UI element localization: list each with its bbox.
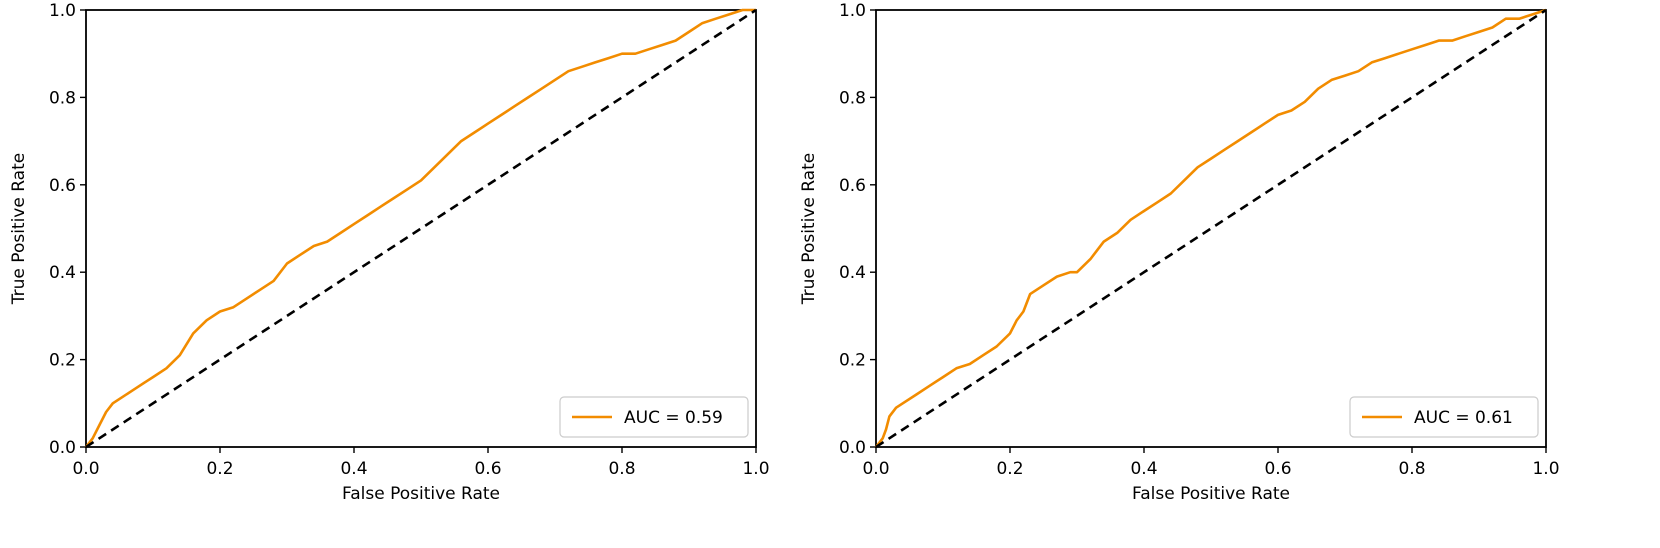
- y-tick-label: 1.0: [839, 1, 866, 21]
- x-tick-label: 0.0: [862, 459, 889, 479]
- x-tick-label: 1.0: [1532, 459, 1559, 479]
- y-tick-label: 1.0: [49, 1, 76, 21]
- x-tick-label: 0.6: [1264, 459, 1291, 479]
- y-tick-label: 0.4: [49, 263, 76, 283]
- y-tick-label: 0.0: [49, 438, 76, 458]
- legend-box: [559, 396, 749, 438]
- x-tick-label: 0.4: [340, 459, 367, 479]
- x-axis-label: False Positive Rate: [1132, 484, 1290, 504]
- roc-chart-2: 0.0 0.2 0.4 0.6 0.8 1.0 0.0 0.2 0.4 0.6 0.8 1.0 Fals…: [799, 1, 1560, 504]
- y-axis-label: True Positive Rate: [9, 153, 29, 305]
- x-tick-label: 0.2: [206, 459, 233, 479]
- x-tick-label: 0.8: [608, 459, 635, 479]
- roc-curve: [874, 8, 1547, 448]
- legend: AUC = 0.59: [559, 396, 749, 438]
- y-tick-label: 0.0: [839, 438, 866, 458]
- y-axis-label: True Positive Rate: [799, 153, 819, 305]
- y-tick-label: 0.2: [839, 351, 866, 371]
- y-tick-label: 0.2: [49, 351, 76, 371]
- y-tick-label: 0.4: [839, 263, 866, 283]
- legend-label: AUC = 0.61: [1414, 408, 1513, 428]
- chance-diagonal-line: [875, 8, 1547, 449]
- x-tick-label: 0.8: [1398, 459, 1425, 479]
- x-tick-label: 0.4: [1130, 459, 1157, 479]
- x-tick-label: 0.6: [474, 459, 501, 479]
- legend-box: [1349, 396, 1539, 438]
- plot-frame: [85, 9, 757, 448]
- chance-diagonal-line: [85, 8, 757, 449]
- legend: AUC = 0.61: [1349, 396, 1539, 438]
- x-axis-label: False Positive Rate: [342, 484, 500, 504]
- legend-label: AUC = 0.59: [624, 408, 723, 428]
- y-tick-label: 0.6: [49, 176, 76, 196]
- roc-curve: [84, 8, 756, 448]
- roc-chart-1: 0.0 0.2 0.4 0.6 0.8 1.0 0.0 0.2 0.4 0.6 0.8 1.0 Fals…: [9, 1, 770, 504]
- y-tick-label: 0.8: [839, 88, 866, 108]
- x-tick-label: 1.0: [742, 459, 769, 479]
- plot-frame: [875, 9, 1547, 448]
- y-tick-label: 0.6: [839, 176, 866, 196]
- y-tick-label: 0.8: [49, 88, 76, 108]
- x-tick-label: 0.2: [996, 459, 1023, 479]
- x-tick-label: 0.0: [72, 459, 99, 479]
